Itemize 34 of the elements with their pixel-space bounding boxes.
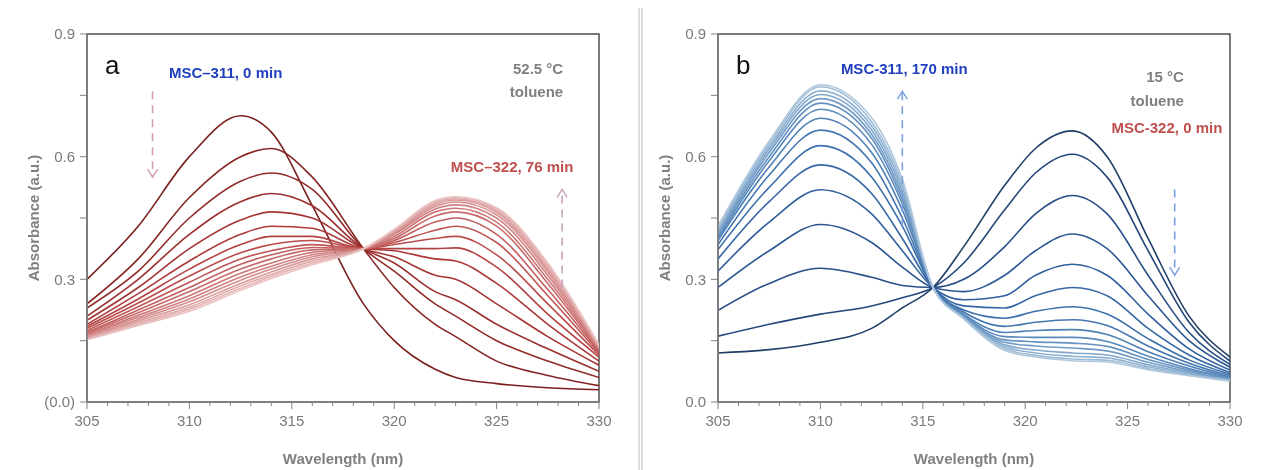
x-tick-label: 305 [74, 412, 100, 429]
annotation: 52.5 °C [512, 60, 564, 78]
x-tick-label: 305 [705, 412, 731, 429]
x-tick-label: 320 [381, 412, 407, 429]
x-tick-label: 315 [910, 412, 936, 429]
y-tick-label: 0.3 [685, 270, 706, 288]
y-axis-title: Absorbance (a.u.) [25, 154, 42, 282]
y-tick-label: 0.0 [685, 393, 706, 411]
y-axis-title: Absorbance (a.u.) [656, 154, 673, 282]
annotation: 15 °C [1146, 67, 1185, 85]
x-tick-label: 310 [807, 412, 833, 429]
text: b [736, 50, 751, 80]
y-tick-label: 0.9 [54, 25, 75, 43]
y-tick-label: 0.3 [54, 270, 75, 288]
x-axis-title: Wavelength (nm) [282, 450, 404, 467]
x-axis-title: Wavelength (nm) [913, 450, 1035, 467]
x-tick-label: 325 [484, 412, 510, 429]
y-tick-label: 0.9 [685, 25, 706, 43]
y-tick-label: 0.6 [685, 147, 706, 165]
x-tick-label: 325 [1115, 412, 1141, 429]
x-tick-label: 310 [176, 412, 202, 429]
annotation: MSC–311, 0 min [168, 64, 283, 82]
text: a [105, 50, 120, 80]
annotation: toluene [1130, 91, 1184, 109]
x-tick-label: 330 [1217, 412, 1243, 429]
y-tick-label: 0.6 [54, 147, 75, 165]
annotation: MSC–322, 76 min [450, 158, 574, 175]
x-tick-label: 330 [586, 412, 612, 429]
x-tick-label: 320 [1012, 412, 1038, 429]
y-tick-label: (0.0) [44, 393, 75, 411]
x-tick-label: 315 [279, 412, 305, 429]
annotation: MSC-322, 0 min [1111, 119, 1223, 137]
annotation: MSC-311, 170 min [840, 60, 968, 78]
annotation: toluene [509, 82, 564, 100]
